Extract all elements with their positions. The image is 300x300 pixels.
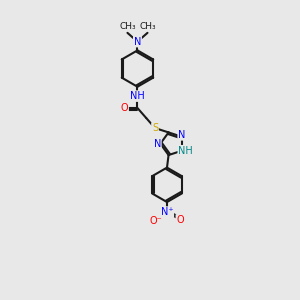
Text: S: S — [152, 123, 158, 133]
Text: N: N — [178, 130, 186, 140]
Text: NH: NH — [178, 146, 193, 156]
Text: N: N — [154, 139, 161, 149]
Text: CH₃: CH₃ — [119, 22, 136, 31]
Text: NH: NH — [130, 91, 145, 101]
Text: O: O — [176, 215, 184, 225]
Text: CH₃: CH₃ — [139, 22, 156, 31]
Text: O: O — [121, 103, 128, 113]
Text: O⁻: O⁻ — [149, 215, 162, 226]
Text: N: N — [134, 37, 141, 46]
Text: N⁺: N⁺ — [161, 207, 173, 217]
